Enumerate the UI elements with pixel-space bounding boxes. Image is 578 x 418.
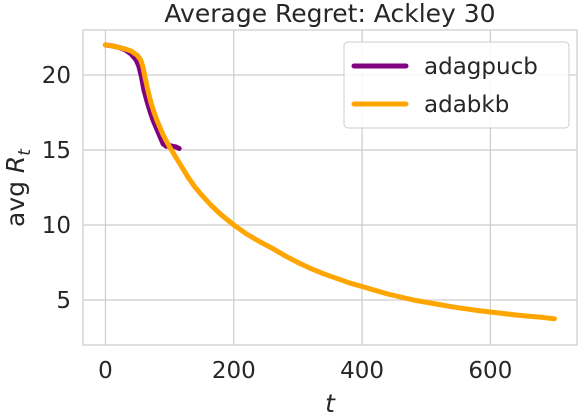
y-axis-label: avg Rt bbox=[1, 148, 35, 227]
legend-label-adabkb: adabkb bbox=[424, 92, 509, 118]
chart-title: Average Regret: Ackley 30 bbox=[164, 0, 495, 28]
y-axis-label-main: avg bbox=[1, 173, 30, 227]
x-axis-label: t bbox=[325, 389, 336, 418]
x-tick-label: 400 bbox=[340, 358, 384, 384]
y-tick-label: 15 bbox=[42, 138, 71, 164]
x-tick-label: 600 bbox=[468, 358, 512, 384]
legend-label-adagpucb: adagpucb bbox=[424, 54, 538, 80]
y-tick-label: 10 bbox=[42, 213, 71, 239]
y-axis-label-var: R bbox=[1, 156, 30, 173]
y-tick-label: 5 bbox=[56, 288, 71, 314]
legend: adagpucb adabkb bbox=[344, 42, 569, 128]
y-tick-label: 20 bbox=[42, 63, 71, 89]
x-tick-label: 0 bbox=[98, 358, 113, 384]
x-tick-label: 200 bbox=[212, 358, 256, 384]
